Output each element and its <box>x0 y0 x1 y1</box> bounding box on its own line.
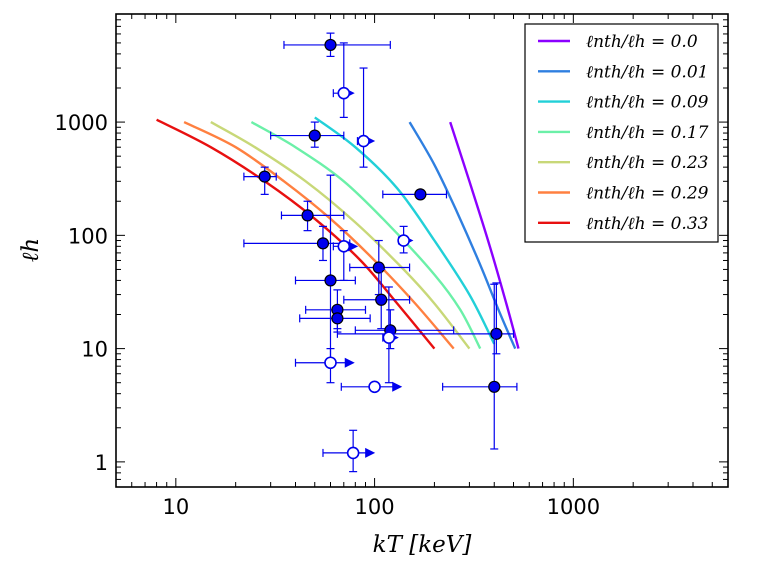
data-point <box>340 380 403 394</box>
data-marker <box>337 240 351 253</box>
model-curve <box>408 121 517 350</box>
data-marker <box>490 327 503 340</box>
model-curve <box>210 121 471 350</box>
data-marker <box>346 446 360 460</box>
x-axis-title: kT [keV] <box>373 532 472 558</box>
legend-label: ℓnth/ℓh = 0.29 <box>586 184 709 204</box>
data-point <box>280 200 345 232</box>
legend-label: ℓnth/ℓh = 0.23 <box>586 153 708 173</box>
data-marker <box>301 209 314 222</box>
data-point <box>397 225 414 254</box>
x-tick-label: 100 <box>355 495 395 519</box>
data-point <box>382 286 399 384</box>
data-marker <box>324 274 337 287</box>
model-curve <box>156 118 436 350</box>
data-marker <box>414 188 427 201</box>
data-point <box>332 42 355 118</box>
data-marker <box>397 234 410 247</box>
x-tick-label: 1000 <box>547 495 600 519</box>
data-point <box>270 121 345 148</box>
data-point <box>336 282 515 355</box>
plot-frame <box>115 13 729 488</box>
data-point <box>343 268 411 330</box>
legend-label: ℓnth/ℓh = 0.09 <box>586 93 709 113</box>
y-tick-label: 1 <box>95 451 108 475</box>
data-point <box>332 230 359 282</box>
y-axis-title: ℓh <box>18 238 44 262</box>
x-tick-label: 10 <box>162 495 189 519</box>
data-points <box>243 32 518 473</box>
data-marker <box>324 38 337 52</box>
axis-ticks <box>115 13 729 488</box>
data-marker <box>337 86 351 100</box>
legend-label: ℓnth/ℓh = 0.17 <box>586 123 709 143</box>
data-marker <box>308 129 321 142</box>
lower-limit-arrow <box>344 357 355 368</box>
lower-limit-arrow <box>348 241 359 252</box>
data-marker <box>357 134 370 148</box>
lower-limit-arrow <box>365 447 376 458</box>
data-marker <box>375 293 388 306</box>
model-curve <box>314 116 496 345</box>
legend-label: ℓnth/ℓh = 0.33 <box>586 214 708 234</box>
data-point <box>356 67 376 168</box>
model-curve <box>449 121 520 349</box>
data-point <box>382 188 448 201</box>
y-tick-label: 100 <box>68 224 108 248</box>
legend-label: ℓnth/ℓh = 0.01 <box>586 62 708 82</box>
data-point <box>294 348 355 384</box>
data-point <box>243 225 351 262</box>
data-marker <box>324 356 337 370</box>
data-marker <box>372 261 385 274</box>
data-point <box>294 174 356 361</box>
legend-label: ℓnth/ℓh = 0.0 <box>586 32 698 52</box>
tick-labels: 10 100 1000 1 10 100 1000 <box>55 111 601 519</box>
legend: ℓnth/ℓh = 0.0 ℓnth/ℓh = 0.01 ℓnth/ℓh = 0.0… <box>524 23 719 243</box>
data-point <box>299 307 371 333</box>
data-point <box>322 429 376 473</box>
y-tick-label: 1000 <box>55 111 108 135</box>
data-point <box>243 166 277 195</box>
y-tick-label: 10 <box>81 338 108 362</box>
data-point <box>442 283 518 450</box>
data-marker <box>331 312 344 325</box>
data-marker <box>382 331 396 344</box>
data-marker <box>368 380 381 394</box>
data-point <box>283 32 391 58</box>
model-curve <box>250 121 482 350</box>
data-marker <box>316 237 330 250</box>
data-marker <box>488 380 501 393</box>
lower-limit-arrow <box>392 381 403 392</box>
data-marker <box>258 170 271 183</box>
